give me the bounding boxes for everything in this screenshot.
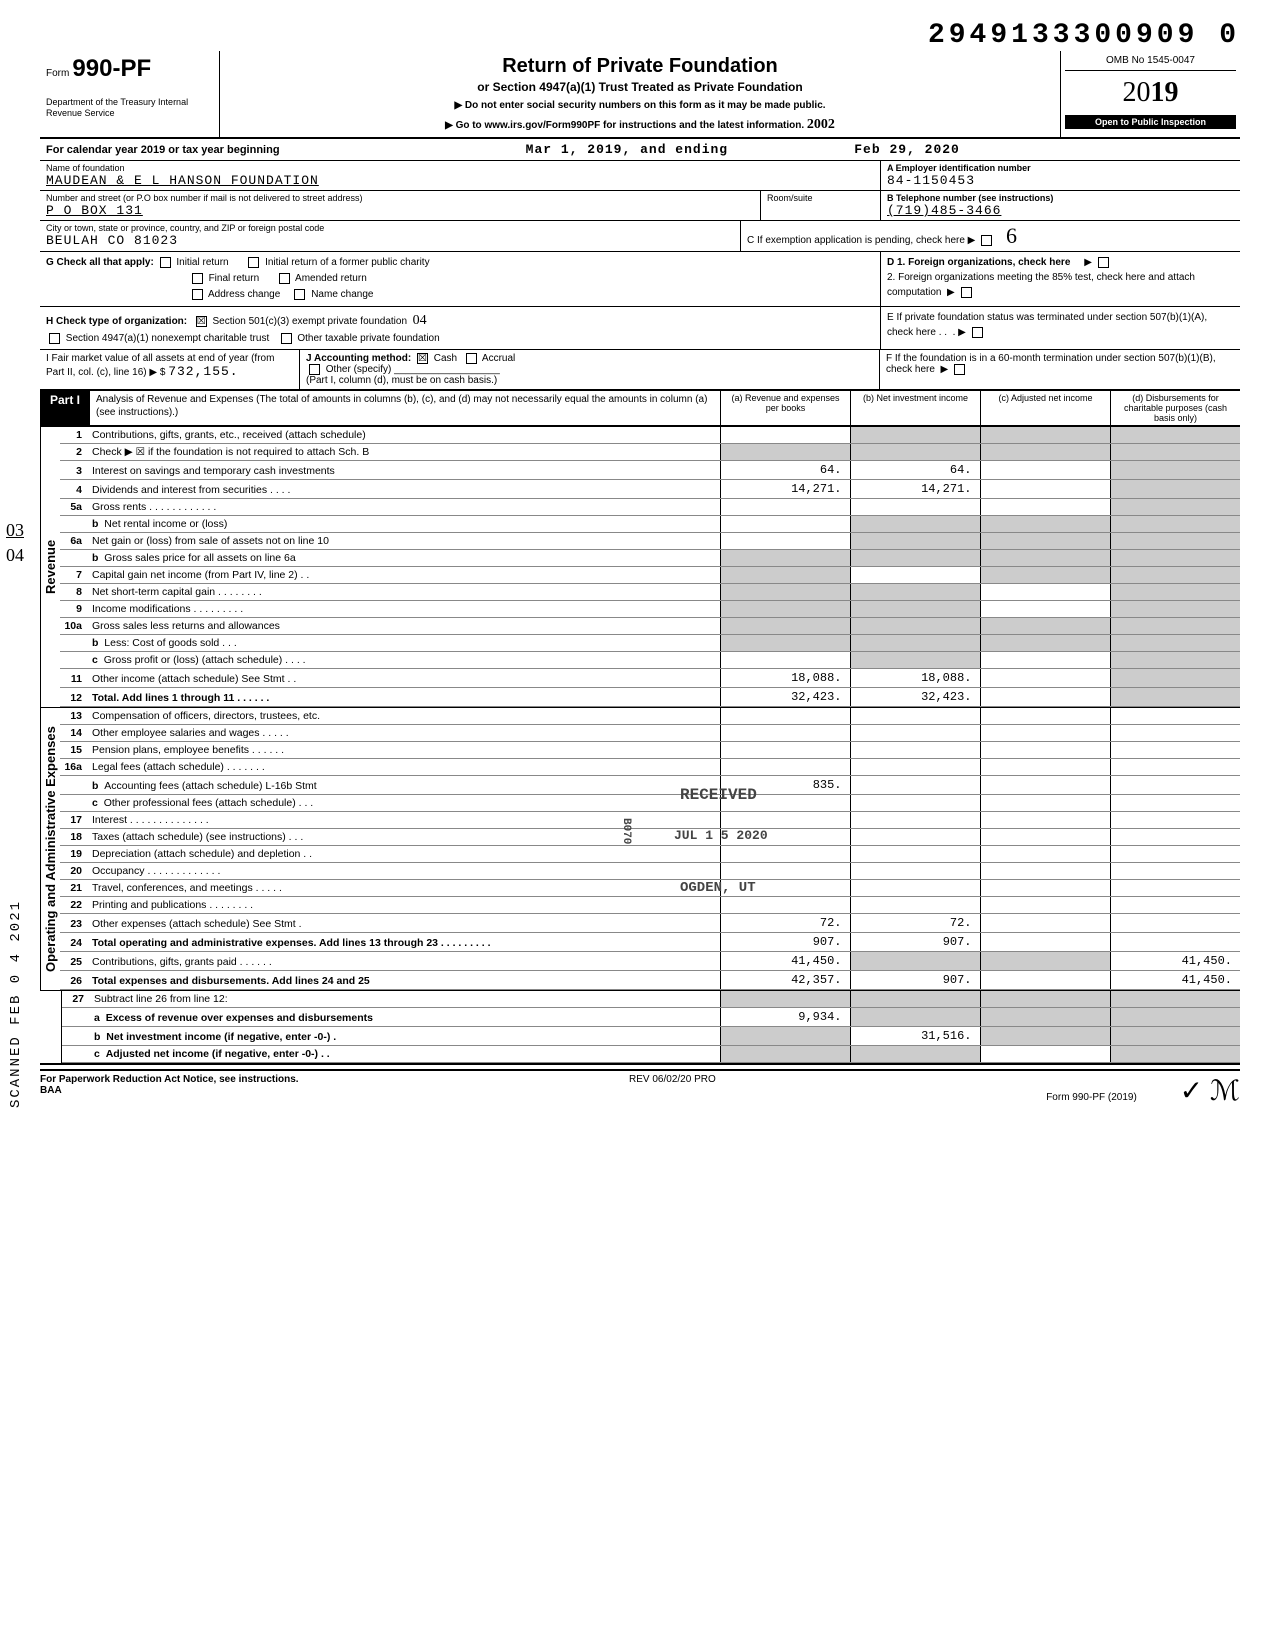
col-a-head: (a) Revenue and expenses per books (720, 391, 850, 425)
form-header: Form 990-PF Department of the Treasury I… (40, 51, 1240, 139)
form-footer: Form 990-PF (2019) (1046, 1092, 1137, 1103)
addr-value: P O BOX 131 (46, 203, 754, 218)
phone-label: B Telephone number (see instructions) (887, 193, 1234, 203)
paperwork-notice: For Paperwork Reduction Act Notice, see … (40, 1074, 299, 1085)
j-label: J Accounting method: (306, 353, 411, 364)
h-4947-checkbox[interactable] (49, 333, 60, 344)
revenue-label: Revenue (40, 427, 60, 707)
form-prefix: Form (46, 68, 69, 79)
form-note1: ▶ Do not enter social security numbers o… (228, 100, 1052, 111)
ein-value: 84-1150453 (887, 173, 1234, 188)
open-inspection: Open to Public Inspection (1065, 115, 1236, 129)
d2-label: 2. Foreign organizations meeting the 85%… (887, 272, 1195, 298)
c-checkbox[interactable] (981, 235, 992, 246)
dln-number: 2949133300909 0 (40, 20, 1240, 51)
form-note2: ▶ Go to www.irs.gov/Form990PF for instru… (228, 117, 1052, 133)
tax-year: 2019 (1065, 77, 1236, 109)
omb-number: OMB No 1545-0047 (1065, 55, 1236, 71)
col-c-head: (c) Adjusted net income (980, 391, 1110, 425)
hw-2002: 2002 (807, 117, 835, 132)
initials-icon: ✓ ℳ (1180, 1076, 1240, 1107)
footer: For Paperwork Reduction Act Notice, see … (40, 1069, 1240, 1108)
g-label: G Check all that apply: (46, 257, 154, 268)
scanned-stamp: SCANNED FEB 0 4 2021 (8, 900, 24, 1108)
col-b-head: (b) Net investment income (850, 391, 980, 425)
i-label: I Fair market value of all assets at end… (46, 353, 274, 378)
received-stamp: RECEIVED (680, 786, 757, 804)
c-label: C If exemption application is pending, c… (747, 235, 975, 246)
f-checkbox[interactable] (954, 364, 965, 375)
ogden-stamp: OGDEN, UT (680, 880, 756, 896)
hw-6: 6 (1006, 223, 1017, 248)
e-checkbox[interactable] (972, 327, 983, 338)
j-cash-checkbox[interactable]: ☒ (417, 353, 428, 364)
form-number: 990-PF (72, 55, 151, 82)
g-final-checkbox[interactable] (192, 273, 203, 284)
f-label: F If the foundation is in a 60-month ter… (886, 353, 1216, 375)
ein-label: A Employer identification number (887, 163, 1234, 173)
room-label: Room/suite (767, 193, 874, 203)
expenses-label: Operating and Administrative Expenses (40, 708, 60, 990)
year-end: Feb 29, 2020 (854, 142, 960, 157)
revenue-table: 1Contributions, gifts, grants, etc., rec… (60, 427, 1240, 707)
h-label: H Check type of organization: (46, 316, 187, 327)
j-other-checkbox[interactable] (309, 364, 320, 375)
hw-03: 03 (6, 520, 24, 541)
baa: BAA (40, 1085, 62, 1096)
dept-label: Department of the Treasury Internal Reve… (46, 97, 213, 119)
b070-stamp: B070 (620, 818, 632, 844)
g-former-checkbox[interactable] (248, 257, 259, 268)
hw-04-margin: 04 (6, 545, 24, 566)
h-501c3-checkbox[interactable]: ☒ (196, 316, 207, 327)
h-other-checkbox[interactable] (281, 333, 292, 344)
g-name-checkbox[interactable] (294, 289, 305, 300)
j-note: (Part I, column (d), must be on cash bas… (306, 375, 497, 386)
fmv-value: 732,155. (168, 364, 238, 379)
addr-label: Number and street (or P.O box number if … (46, 193, 754, 203)
city-value: BEULAH CO 81023 (46, 233, 734, 248)
j-accrual-checkbox[interactable] (466, 353, 477, 364)
name-label: Name of foundation (46, 163, 874, 173)
e-label: E If private foundation status was termi… (887, 312, 1207, 338)
part1-desc: Analysis of Revenue and Expenses (The to… (90, 391, 720, 425)
col-d-head: (d) Disbursements for charitable purpose… (1110, 391, 1240, 425)
hw-04: 04 (413, 313, 427, 328)
expenses-table: 13Compensation of officers, directors, t… (60, 708, 1240, 990)
foundation-name: MAUDEAN & E L HANSON FOUNDATION (46, 173, 874, 188)
g-amended-checkbox[interactable] (279, 273, 290, 284)
g-address-checkbox[interactable] (192, 289, 203, 300)
d2-checkbox[interactable] (961, 287, 972, 298)
city-label: City or town, state or province, country… (46, 223, 734, 233)
phone-value: (719)485-3466 (887, 203, 1234, 218)
form-subtitle: or Section 4947(a)(1) Trust Treated as P… (228, 80, 1052, 94)
g-initial-checkbox[interactable] (160, 257, 171, 268)
calendar-year-row: For calendar year 2019 or tax year begin… (40, 139, 1240, 161)
rev-date: REV 06/02/20 PRO (629, 1074, 716, 1108)
form-title: Return of Private Foundation (228, 55, 1052, 78)
d1-checkbox[interactable] (1098, 257, 1109, 268)
year-begin: Mar 1, 2019, and ending (526, 142, 728, 157)
date-stamp: JUL 1 5 2020 (674, 828, 768, 843)
part1-label: Part I (40, 391, 90, 425)
net-table: 27Subtract line 26 from line 12: a Exces… (62, 991, 1240, 1063)
d1-label: D 1. Foreign organizations, check here (887, 257, 1070, 268)
